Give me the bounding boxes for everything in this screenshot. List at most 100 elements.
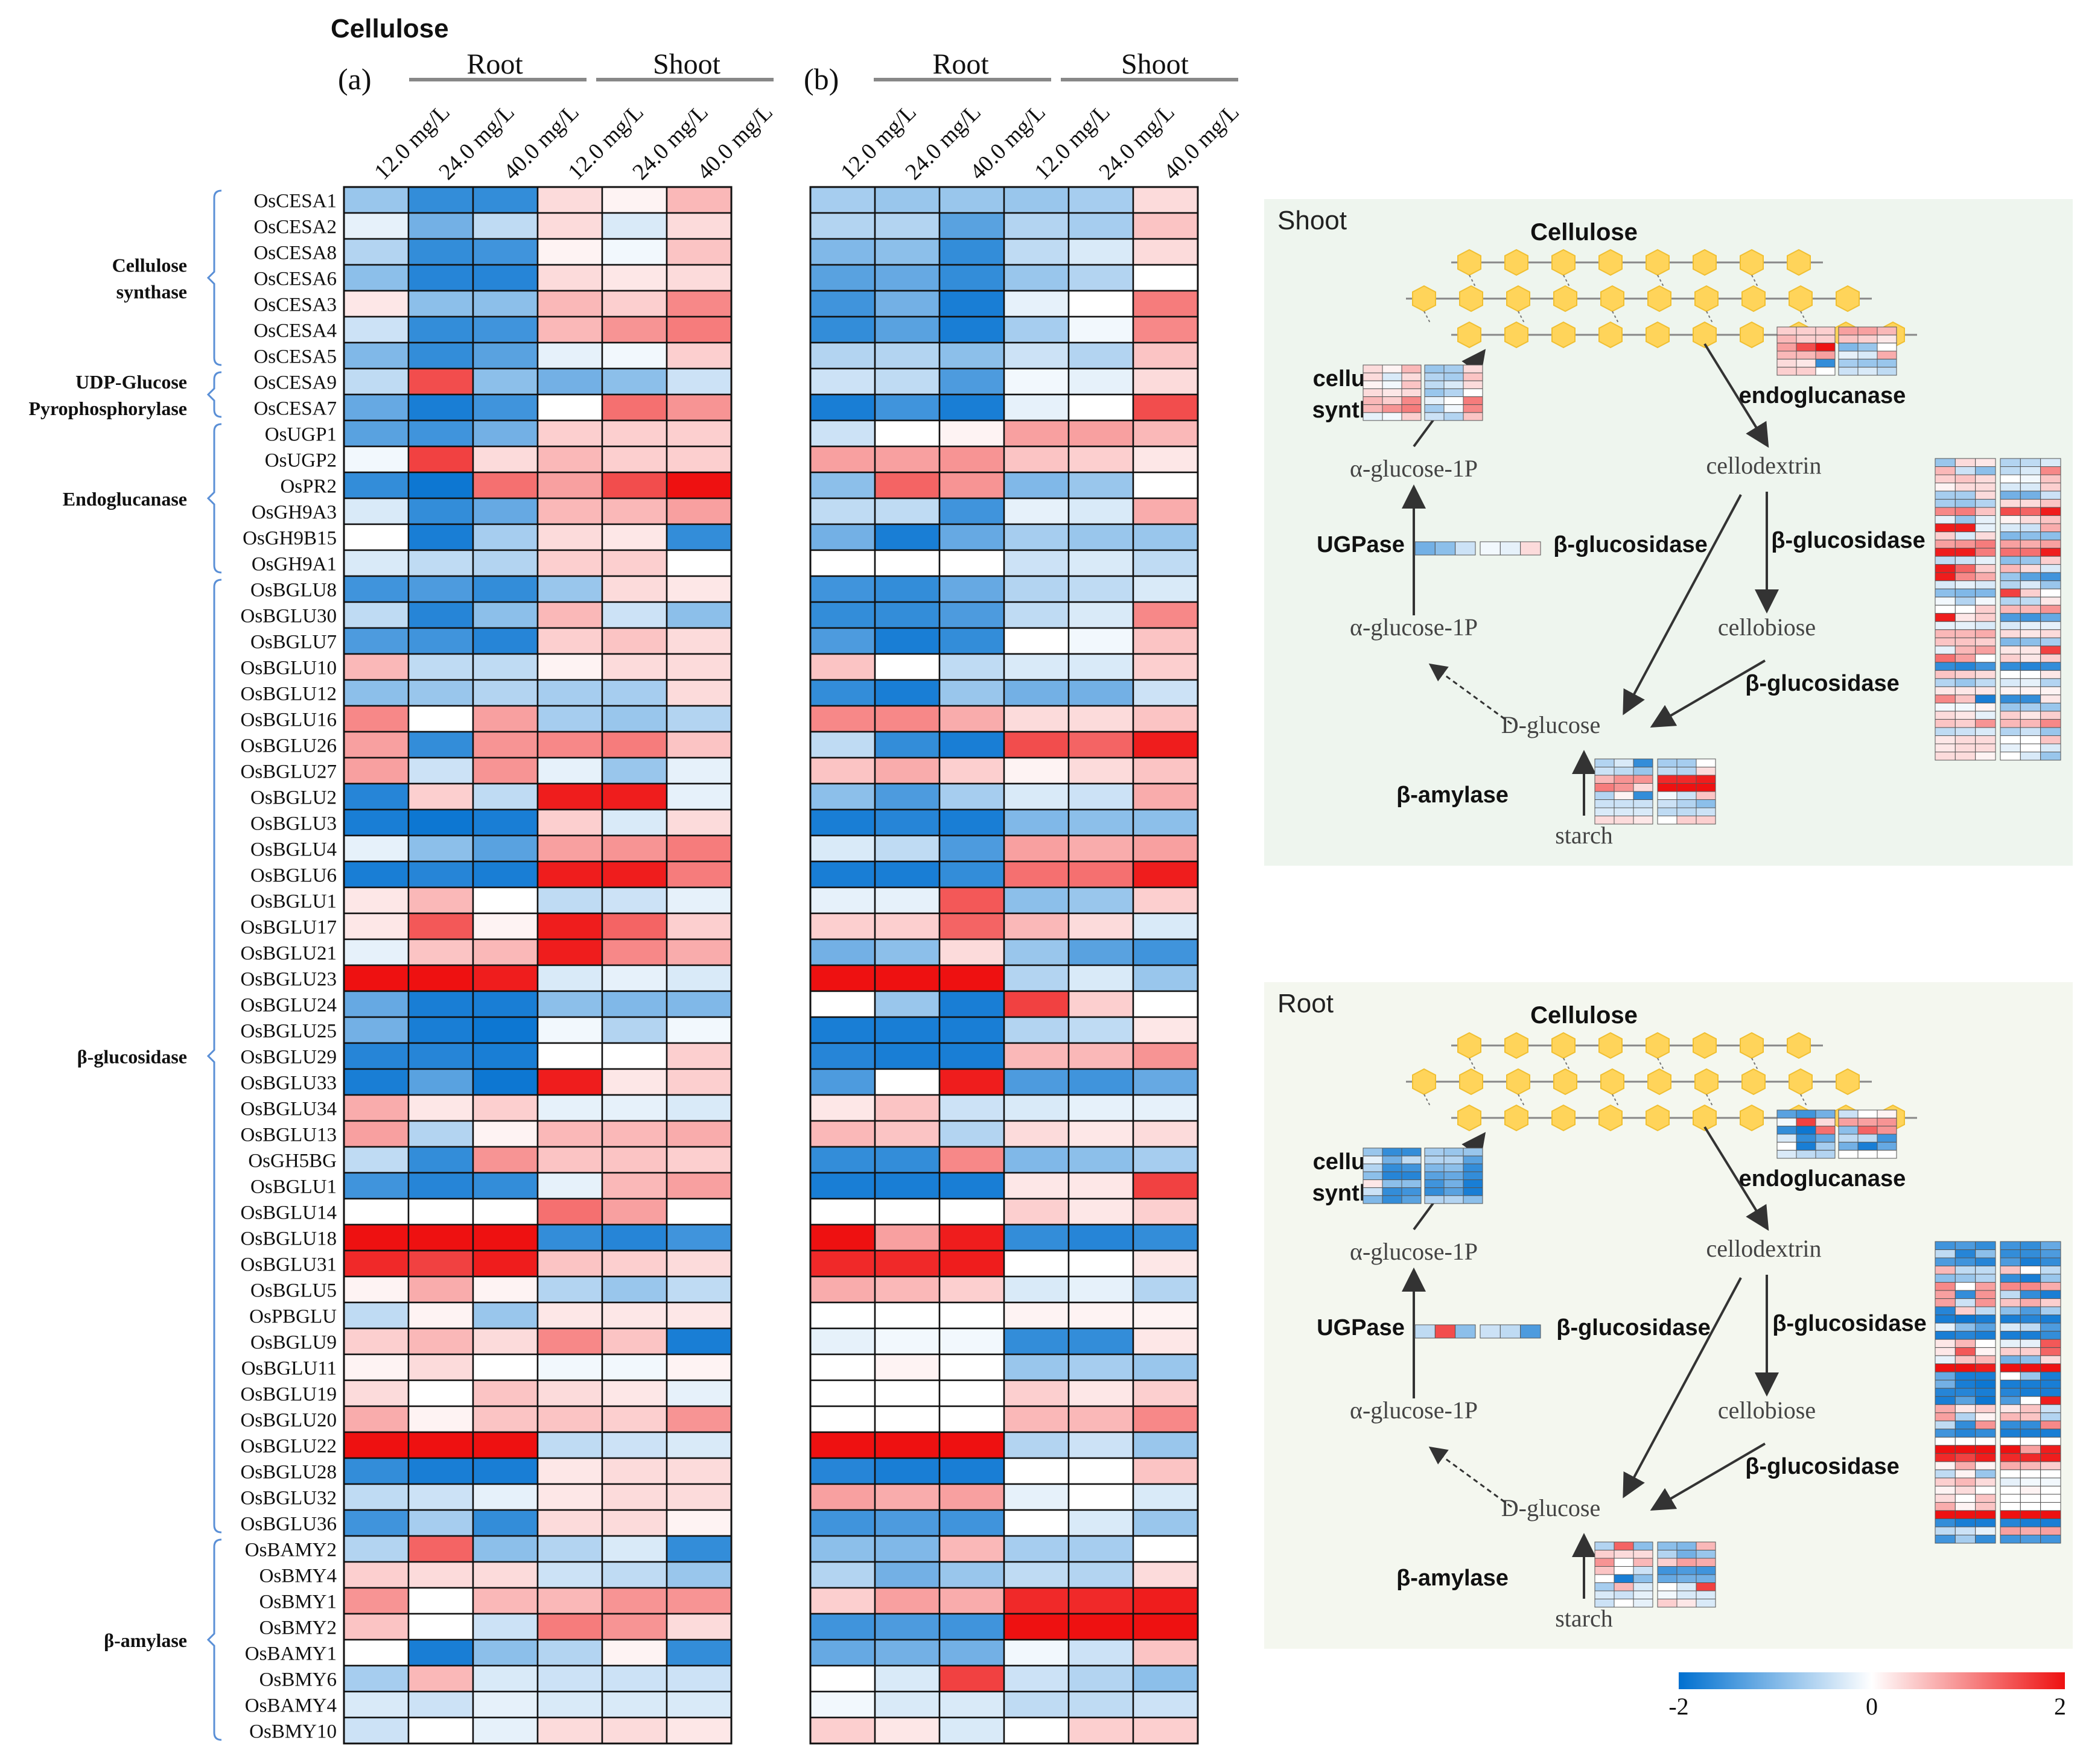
heatmap-b-cell — [1003, 1353, 1070, 1382]
mini-heatmap-cell-root — [1696, 1590, 1716, 1599]
heatmap-a — [343, 186, 733, 1745]
mini-heatmap-cell-shoot — [1857, 358, 1878, 368]
mini-heatmap-cell-root — [2040, 1257, 2061, 1267]
heatmap-a-cell — [343, 705, 410, 733]
mini-heatmap-cell-shoot — [1954, 580, 1976, 589]
hydrogen-bond-shoot — [1469, 274, 1476, 287]
glucose-unit-shoot — [1457, 249, 1481, 276]
heatmap-a-cell — [536, 1613, 603, 1641]
heatmap-a-cell — [343, 1223, 410, 1252]
mini-heatmap-cell-root — [1815, 1134, 1836, 1143]
mini-heatmap-cell-root — [2020, 1363, 2041, 1372]
heatmap-a-cell — [536, 367, 603, 396]
heatmap-b-cell — [809, 367, 876, 396]
mini-heatmap-cell-shoot — [1975, 719, 1996, 728]
heatmap-b-cell — [1132, 445, 1199, 474]
heatmap-a-cell — [666, 1353, 733, 1382]
heatmap-a-cell — [472, 1353, 539, 1382]
heatmap-b-cell — [809, 1509, 876, 1537]
heatmap-b-cell — [1003, 1198, 1070, 1226]
mini-heatmap-cell-root — [1954, 1429, 1976, 1438]
heatmap-a-cell — [472, 990, 539, 1018]
mini-heatmap-cell-root — [1975, 1404, 1996, 1413]
mini-heatmap-cell-root — [1696, 1558, 1716, 1567]
heatmap-b-cell — [1003, 238, 1070, 266]
mini-heatmap-cell-shoot — [2000, 751, 2021, 761]
heatmap-a-cell — [343, 1431, 410, 1459]
heatmap-a-cell — [536, 575, 603, 603]
heatmap-b-cell — [1003, 653, 1070, 681]
heatmap-b-cell — [809, 1639, 876, 1667]
heatmap-b-cell — [874, 186, 941, 214]
mini-heatmap-cell-root — [1954, 1282, 1976, 1291]
mini-heatmap-cell-root — [1594, 1550, 1615, 1559]
heatmap-a-cell — [343, 523, 410, 551]
heatmap-a-cell — [407, 990, 474, 1018]
heatmap-a-cell — [666, 290, 733, 318]
mini-heatmap-cell-shoot — [1455, 541, 1476, 556]
mini-heatmap-cell-root — [2020, 1502, 2041, 1511]
mini-heatmap-cell-shoot — [1954, 548, 1976, 557]
mini-heatmap-cell-shoot — [1935, 466, 1956, 475]
mini-heatmap-cell-root — [1382, 1155, 1402, 1164]
heatmap-a-cell — [343, 860, 410, 889]
heatmap-b-cell — [809, 782, 876, 811]
mini-heatmap-cell-shoot — [1696, 791, 1716, 800]
heatmap-b-cell — [1132, 834, 1199, 863]
mini-heatmap-cell-shoot — [1975, 507, 1996, 516]
gene-label: OsCESA9 — [253, 372, 337, 394]
shoot-arrow-cellodextrin-glucose — [1623, 494, 1742, 715]
heatmap-b-cell — [938, 782, 1005, 811]
heatmap-b-cell — [938, 1120, 1005, 1148]
heatmap-b-cell — [1132, 1431, 1199, 1459]
mini-heatmap-cell-shoot — [2040, 564, 2061, 573]
heatmap-a-cell — [343, 1639, 410, 1667]
mini-heatmap-cell-shoot — [1633, 775, 1653, 784]
mini-heatmap-cell-root — [2000, 1331, 2021, 1340]
heatmap-b-cell — [874, 1094, 941, 1122]
heatmap-a-cell — [472, 1587, 539, 1615]
mini-heatmap-cell-root — [1954, 1322, 1976, 1332]
heatmap-a-cell — [601, 757, 668, 785]
heatmap-a-cell — [407, 1457, 474, 1485]
heatmap-a-cell — [666, 1690, 733, 1719]
heatmap-b-cell — [1132, 1379, 1199, 1407]
mini-heatmap-cell-shoot — [1463, 404, 1483, 413]
heatmap-b-cell — [809, 316, 876, 344]
mini-heatmap-cell-shoot — [2020, 711, 2041, 720]
mini-heatmap-cell-shoot — [1954, 751, 1976, 761]
heatmap-a-cell — [343, 886, 410, 915]
heatmap-a-cell — [407, 808, 474, 837]
gene-label: OsGH9B15 — [243, 528, 337, 550]
heatmap-b-cell — [1067, 264, 1134, 292]
gene-label: OsBGLU9 — [250, 1332, 337, 1354]
heatmap-a-cell — [666, 1561, 733, 1589]
heatmap-a-cell — [601, 938, 668, 966]
mini-heatmap-cell-shoot — [2000, 670, 2021, 679]
gene-label: OsBGLU14 — [240, 1202, 337, 1224]
heatmap-b-cell — [938, 1561, 1005, 1589]
heatmap-b-cell — [1067, 1120, 1134, 1148]
mini-heatmap-cell-shoot — [1975, 694, 1996, 703]
mini-heatmap-cell-root — [1975, 1290, 1996, 1299]
mini-heatmap-cell-root — [2000, 1502, 2021, 1511]
heatmap-b-cell — [874, 1379, 941, 1407]
mini-heatmap-cell-shoot — [1877, 358, 1897, 368]
heatmap-a-cell — [601, 601, 668, 629]
heatmap-a-cell — [601, 1379, 668, 1407]
heatmap-a-cell — [472, 523, 539, 551]
mini-heatmap-cell-shoot — [2040, 670, 2061, 679]
heatmap-a-cell — [601, 782, 668, 811]
heatmap-b-cell — [809, 1405, 876, 1433]
heatmap-a-cell — [536, 938, 603, 966]
heatmap-a-cell — [666, 1068, 733, 1096]
mini-heatmap-cell-shoot — [1935, 711, 1956, 720]
mini-heatmap-cell-root — [2040, 1469, 2061, 1479]
mini-heatmap-cell-root — [2020, 1274, 2041, 1283]
heatmap-a-cell — [407, 1301, 474, 1330]
gene-label: OsBMY1 — [259, 1591, 337, 1613]
mini-heatmap-cell-root — [1696, 1574, 1716, 1583]
heatmap-b-cell — [1132, 1275, 1199, 1304]
mini-heatmap-cell-root — [2000, 1510, 2021, 1519]
mini-heatmap-cell-shoot — [1975, 711, 1996, 720]
